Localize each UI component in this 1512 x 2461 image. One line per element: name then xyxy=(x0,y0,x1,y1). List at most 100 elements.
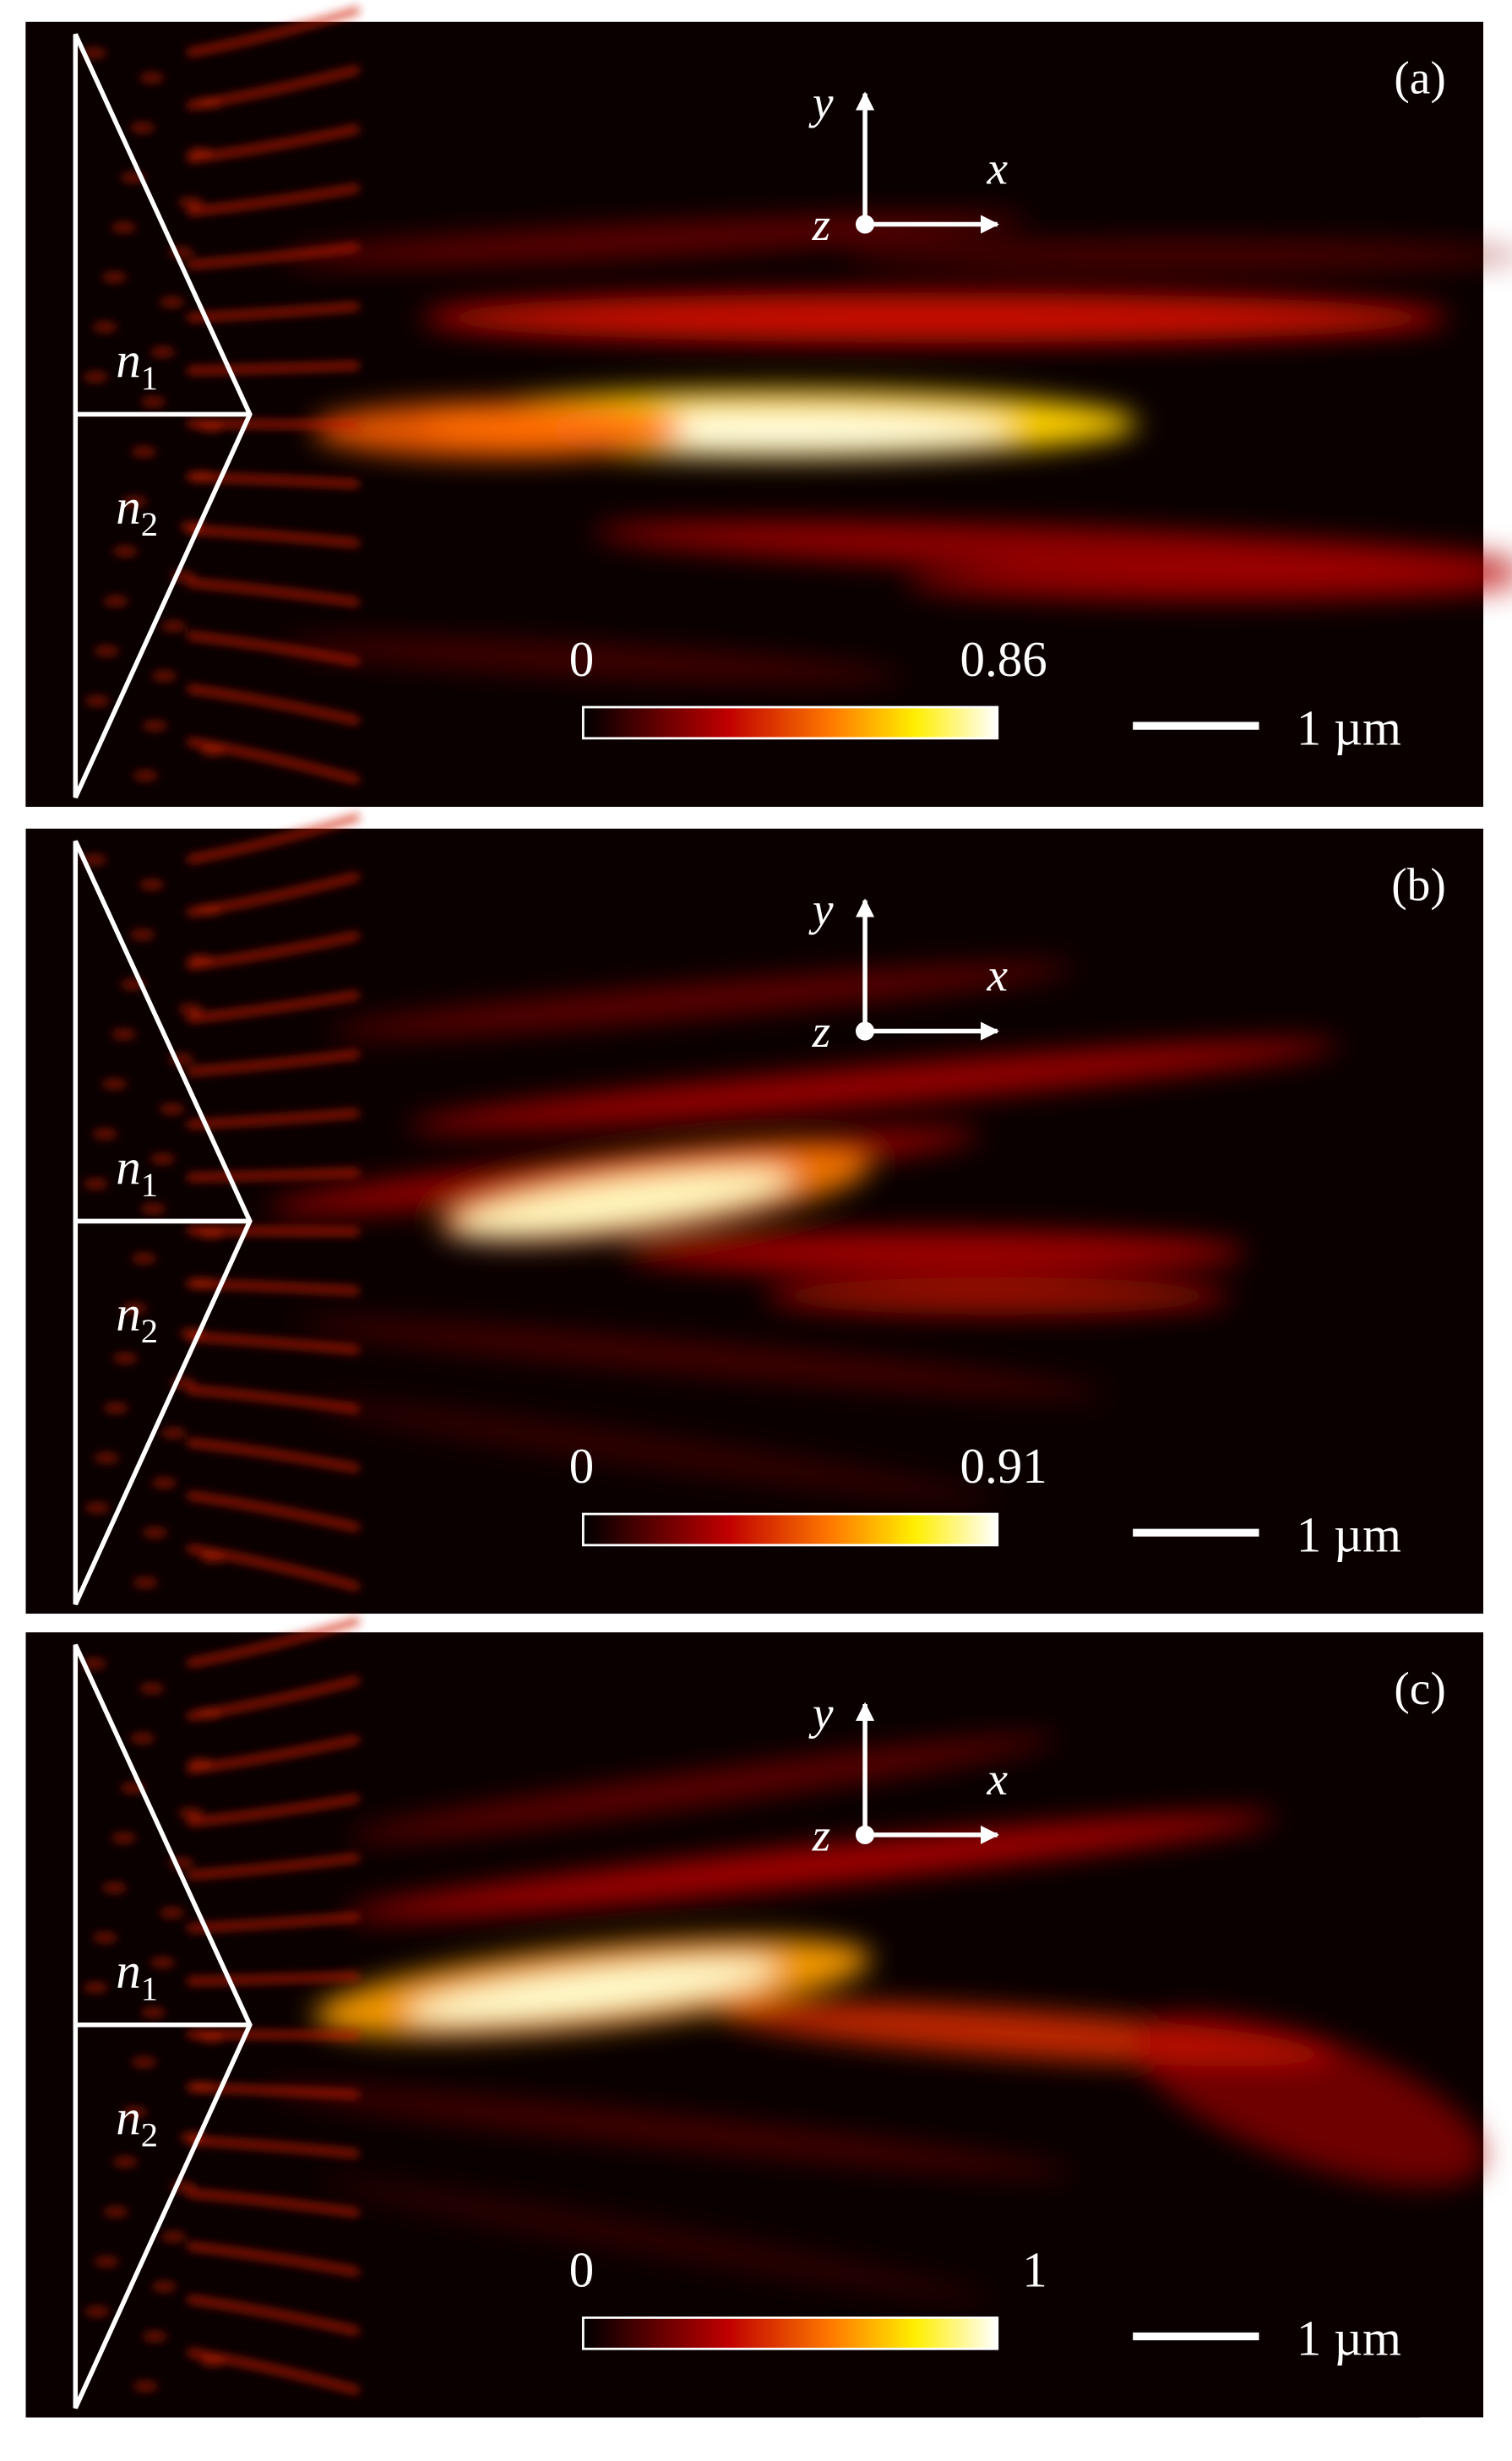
speckle xyxy=(159,1104,185,1114)
field-map xyxy=(281,215,1512,683)
fringes xyxy=(81,813,361,1592)
speckle xyxy=(139,879,165,890)
speckle xyxy=(159,297,185,308)
field-background xyxy=(25,828,1483,1614)
speckle xyxy=(101,272,128,282)
colorbar-min: 0 xyxy=(569,2242,595,2298)
speckle xyxy=(188,955,213,965)
region-subscript: 2 xyxy=(141,2116,158,2154)
speckle xyxy=(133,1577,159,1587)
fringe xyxy=(187,1332,360,1354)
speckle xyxy=(151,1478,177,1488)
intensity-lobe xyxy=(317,2178,993,2301)
speckle xyxy=(188,2082,215,2093)
region-label: n2 xyxy=(116,1285,158,1350)
intensity-lobe xyxy=(841,239,1512,271)
speckle xyxy=(139,1684,165,1694)
speckle xyxy=(140,1204,166,1214)
speckle xyxy=(103,2207,129,2217)
region-symbol: n xyxy=(116,1139,141,1195)
speckle xyxy=(177,1808,204,1818)
scale-bar-label: 1 µm xyxy=(1297,2311,1401,2366)
fringe xyxy=(187,2241,360,2277)
fringe xyxy=(187,1049,360,1076)
speckle xyxy=(92,1932,118,1943)
y-axis-label: y xyxy=(808,77,834,128)
region-symbol: n xyxy=(116,2089,141,2145)
region-label: n1 xyxy=(116,332,158,397)
speckle xyxy=(140,397,166,407)
y-axis-label: y xyxy=(808,1687,834,1739)
intensity-lobe xyxy=(764,1277,1232,1315)
fringe xyxy=(187,1385,360,1413)
speckle xyxy=(112,1353,139,1364)
speckle xyxy=(122,497,148,507)
speckle xyxy=(129,1734,155,1744)
intensity-lobe xyxy=(454,1170,794,1235)
region-subscript: 1 xyxy=(141,1166,158,1204)
region-label: n1 xyxy=(116,1943,158,2008)
fringe xyxy=(187,1616,361,1668)
speckle xyxy=(199,1553,226,1563)
speckle xyxy=(142,721,168,731)
scale-bar-label: 1 µm xyxy=(1297,1506,1401,1562)
prism-outline xyxy=(73,1643,253,2409)
speckle xyxy=(151,2281,177,2292)
intensity-lobe xyxy=(315,1401,994,1502)
speckle xyxy=(81,1658,107,1669)
fringe xyxy=(187,631,360,666)
prism-outline xyxy=(73,33,253,799)
fringe xyxy=(187,1491,360,1533)
fringe xyxy=(187,1854,360,1880)
intensity-lobe xyxy=(346,1735,1057,1841)
fringe xyxy=(187,1438,360,1473)
speckle xyxy=(188,148,213,158)
colorbar xyxy=(581,705,999,740)
speckle xyxy=(84,2306,110,2317)
intensity-lobe xyxy=(345,1813,1275,1919)
fringe xyxy=(187,1794,360,1827)
region-symbol: n xyxy=(116,478,141,534)
speckle xyxy=(133,2381,159,2392)
intensity-lobe xyxy=(281,215,1029,265)
speckle xyxy=(160,2231,187,2242)
region-subscript: 2 xyxy=(141,1312,158,1350)
speckle xyxy=(81,48,107,58)
speckle xyxy=(177,198,204,208)
speckle xyxy=(198,2032,224,2043)
speckle xyxy=(131,447,157,457)
colorbar-min: 0 xyxy=(569,631,595,687)
axis-origin xyxy=(855,1825,875,1844)
speckle xyxy=(197,98,222,108)
speckle xyxy=(83,1982,109,1993)
region-subscript: 2 xyxy=(141,505,158,543)
region-symbol: n xyxy=(116,1943,141,1999)
speckle xyxy=(94,1453,119,1463)
fringes xyxy=(81,1616,361,2395)
speckle xyxy=(150,1154,176,1164)
speckle xyxy=(150,1957,176,1968)
intensity-lobe xyxy=(623,1230,1247,1275)
fringe xyxy=(187,2136,360,2159)
speckle xyxy=(111,222,137,232)
speckle xyxy=(131,1254,157,1264)
region-label: n1 xyxy=(116,1139,158,1204)
speckle xyxy=(140,2007,166,2017)
fringes xyxy=(81,6,361,785)
fringe xyxy=(187,6,361,57)
colorbar-min: 0 xyxy=(569,1438,595,1494)
fringe xyxy=(187,813,361,864)
panel-label: (b) xyxy=(1391,859,1445,911)
speckle xyxy=(84,1503,110,1513)
speckle xyxy=(160,621,187,631)
colorbar-max: 0.91 xyxy=(960,1438,1047,1494)
speckle xyxy=(111,1833,137,1843)
prism-outline xyxy=(73,840,253,1606)
panel-label: (a) xyxy=(1394,52,1445,104)
speckle xyxy=(103,1403,129,1413)
intensity-lobe xyxy=(421,292,1449,343)
speckle xyxy=(111,1029,137,1039)
region-label: n2 xyxy=(116,478,158,543)
intensity-lobe xyxy=(904,564,1512,602)
